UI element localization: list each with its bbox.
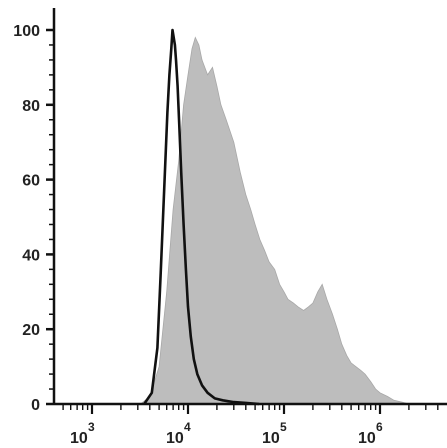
x-tick-exponent: 3 — [88, 420, 95, 434]
y-tick-label: 40 — [22, 247, 40, 264]
x-tick-label: 10 — [70, 430, 88, 447]
x-tick-exponent: 4 — [184, 420, 191, 434]
x-tick-exponent: 5 — [280, 420, 287, 434]
x-tick-exponent: 6 — [376, 420, 383, 434]
filled-histogram-series — [139, 36, 410, 405]
x-tick-label: 10 — [358, 430, 376, 447]
y-tick-label: 80 — [22, 98, 40, 115]
ticks-layer: 020406080100103104105106107 — [13, 23, 439, 447]
y-tick-label: 20 — [22, 322, 40, 339]
x-tick-label: 10 — [166, 430, 184, 447]
outline-histogram-series — [143, 28, 260, 406]
y-tick-label: 0 — [31, 397, 40, 414]
y-tick-label: 100 — [13, 23, 40, 40]
y-tick-label: 60 — [22, 173, 40, 190]
axes-layer — [52, 8, 447, 406]
x-tick-label: 10 — [262, 430, 280, 447]
series-layer — [139, 28, 410, 406]
